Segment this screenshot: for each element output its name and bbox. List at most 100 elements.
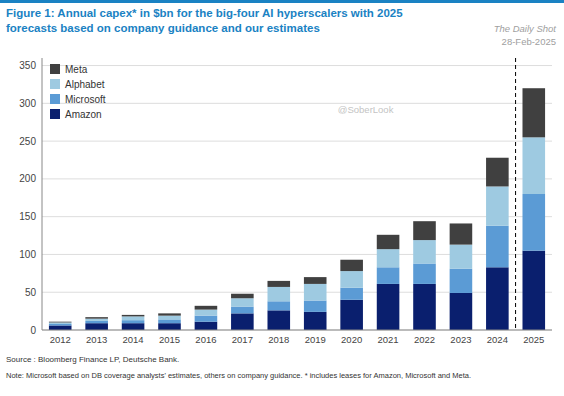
subtitle: forecasts based on company guidance and … <box>6 22 320 34</box>
bar <box>85 319 108 321</box>
legend-label: Microsoft <box>65 94 106 105</box>
x-axis: 2012201320142015201620172018201920202021… <box>50 334 545 345</box>
watermark: The Daily Shot <box>494 23 557 34</box>
bar <box>49 322 72 324</box>
bar <box>340 288 363 300</box>
bar <box>522 251 545 330</box>
y-axis-line <box>42 58 43 330</box>
legend-swatch <box>50 79 60 89</box>
bar <box>377 235 400 249</box>
bar <box>49 324 72 326</box>
bar <box>450 245 473 269</box>
page: {"chart_data": { "type": "bar", "stacked… <box>0 0 564 396</box>
x-axis-line <box>42 330 552 331</box>
bar <box>450 269 473 293</box>
series <box>49 194 545 325</box>
bar <box>413 221 436 240</box>
bar <box>522 194 545 251</box>
series <box>49 88 545 322</box>
bar <box>522 137 545 194</box>
x-tick-label: 2021 <box>378 334 399 345</box>
x-tick-label: 2015 <box>159 334 180 345</box>
y-tick-label: 350 <box>19 60 36 71</box>
bar <box>486 267 509 330</box>
bar <box>377 249 400 267</box>
y-tick-label: 100 <box>19 249 36 260</box>
bar <box>231 313 254 330</box>
bar <box>340 300 363 330</box>
x-tick-label: 2017 <box>232 334 253 345</box>
bar <box>158 323 181 330</box>
bar <box>85 317 108 319</box>
bar <box>158 319 181 323</box>
bar <box>340 271 363 288</box>
x-tick-label: 2016 <box>195 334 216 345</box>
forecast-separator <box>515 58 516 330</box>
bar <box>49 321 72 323</box>
bar <box>158 316 181 320</box>
bars <box>49 88 545 330</box>
x-tick-label: 2025 <box>523 334 544 345</box>
legend: MetaAlphabetMicrosoftAmazon <box>50 64 106 120</box>
bar <box>122 320 145 323</box>
grid-line <box>42 65 552 66</box>
legend-swatch <box>50 64 60 74</box>
bar <box>231 298 254 306</box>
bar <box>486 186 509 225</box>
legend-label: Meta <box>65 64 88 75</box>
x-tick-label: 2023 <box>450 334 471 345</box>
bar <box>522 88 545 137</box>
x-tick-label: 2018 <box>268 334 289 345</box>
grid-line <box>42 216 552 217</box>
bar <box>195 322 218 330</box>
bar <box>413 264 436 284</box>
bar <box>377 284 400 330</box>
y-tick-label: 250 <box>19 136 36 147</box>
top-border <box>0 0 564 3</box>
note: Note: Microsoft based on DB coverage ana… <box>6 371 471 380</box>
y-tick-label: 150 <box>19 211 36 222</box>
source: Source : Bloomberg Finance LP, Deutsche … <box>6 355 179 364</box>
bar <box>122 316 145 320</box>
bar <box>195 306 218 310</box>
watermark-date: 28-Feb-2025 <box>502 36 556 47</box>
bar <box>267 287 290 301</box>
grid <box>42 66 552 330</box>
chart: Figure 1: Annual capex* in $bn for the b… <box>0 0 564 396</box>
bar <box>158 313 181 315</box>
legend-swatch <box>50 109 60 119</box>
legend-label: Alphabet <box>65 79 105 90</box>
bar <box>450 223 473 244</box>
bar <box>413 284 436 330</box>
grid-line <box>42 141 552 142</box>
bar <box>231 294 254 299</box>
legend-swatch <box>50 94 60 104</box>
bar <box>377 267 400 284</box>
bar <box>304 277 327 284</box>
bar <box>304 284 327 301</box>
bar <box>195 316 218 322</box>
watermark-handle: @SoberLook <box>338 104 394 115</box>
bar <box>267 281 290 287</box>
y-tick-label: 300 <box>19 98 36 109</box>
bar <box>122 323 145 330</box>
x-tick-label: 2019 <box>305 334 326 345</box>
bar <box>267 310 290 330</box>
title: Figure 1: Annual capex* in $bn for the b… <box>6 7 403 19</box>
grid-line <box>42 103 552 104</box>
bar <box>195 310 218 316</box>
bar <box>231 307 254 314</box>
bar <box>267 301 290 310</box>
bar <box>304 312 327 330</box>
grid-line <box>42 254 552 255</box>
x-tick-label: 2024 <box>487 334 508 345</box>
grid-line <box>42 292 552 293</box>
x-tick-label: 2020 <box>341 334 362 345</box>
bar <box>450 293 473 330</box>
x-tick-label: 2012 <box>50 334 71 345</box>
grid-line <box>42 178 552 179</box>
bar <box>486 158 509 187</box>
bar <box>340 260 363 271</box>
x-tick-label: 2013 <box>86 334 107 345</box>
series <box>49 137 545 324</box>
